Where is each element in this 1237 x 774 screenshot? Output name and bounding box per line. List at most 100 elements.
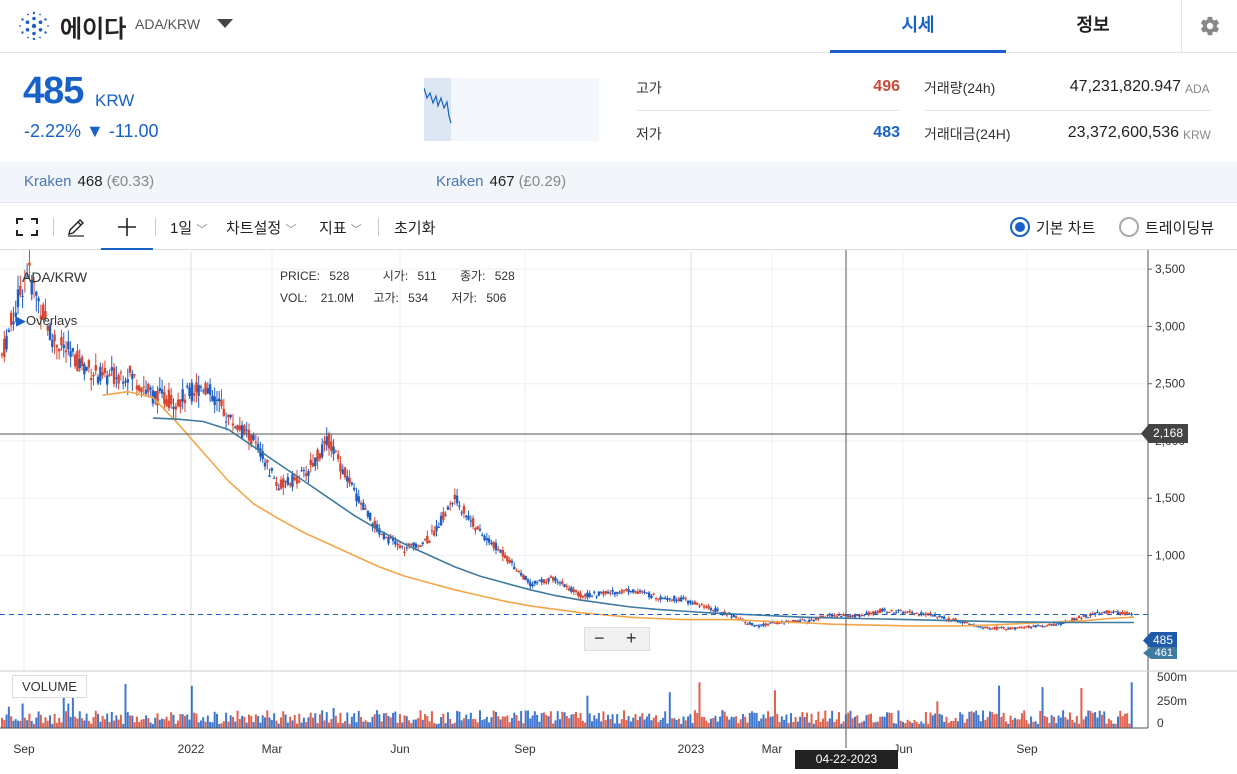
- turnover-unit: KRW: [1183, 128, 1211, 142]
- volume-bar: [1030, 716, 1033, 728]
- x-tick-label: Mar: [262, 742, 283, 756]
- candle-body: [138, 385, 141, 391]
- play-icon: ▶: [16, 313, 26, 328]
- volume-bar: [558, 719, 561, 728]
- chevron-down-icon: ﹀: [350, 224, 362, 236]
- settings-button[interactable]: [1181, 0, 1237, 53]
- volume-bar: [53, 713, 56, 728]
- volume-bar: [883, 716, 886, 728]
- tab-info[interactable]: 정보: [1076, 15, 1110, 35]
- crosshair-tool-button[interactable]: [101, 204, 153, 250]
- tradingview-radio[interactable]: [1119, 217, 1139, 237]
- volume-bar: [1105, 723, 1108, 728]
- volume-bar: [856, 715, 859, 728]
- y-tick-label: 1,500: [1155, 491, 1185, 505]
- chart-toolbar: 1일 ﹀ 차트설정 ﹀ 지표 ﹀ 초기화 기본 차트 트레이딩뷰: [0, 204, 1237, 250]
- zoom-out-button[interactable]: −: [594, 628, 605, 648]
- candle-body: [908, 611, 912, 613]
- chart-settings-dropdown[interactable]: 차트설정 ﹀: [226, 217, 296, 238]
- price-chart-canvas[interactable]: 3,5003,0002,5002,0001,5001,000Sep2022Mar…: [0, 247, 1237, 769]
- price-chart[interactable]: 3,5003,0002,5002,0001,5001,000Sep2022Mar…: [0, 247, 1237, 769]
- reset-button[interactable]: 초기화: [394, 220, 436, 237]
- candle-body: [691, 602, 694, 605]
- candle-body: [995, 627, 998, 630]
- candle-body: [220, 399, 223, 407]
- volume-bar: [1062, 710, 1065, 728]
- candle-body: [588, 593, 591, 597]
- candle-body: [126, 379, 129, 383]
- pencil-icon[interactable]: [66, 217, 86, 237]
- volume-bar: [552, 723, 555, 728]
- candle-body: [782, 622, 786, 624]
- exchange-price-gbp[interactable]: Kraken 467 (£0.29): [436, 173, 566, 190]
- candle-body: [410, 543, 413, 545]
- candle-body: [352, 487, 356, 490]
- indicators-dropdown[interactable]: 지표 ﹀: [319, 217, 362, 238]
- candle-body: [259, 448, 262, 457]
- candle-body: [1123, 612, 1127, 615]
- volume-bar: [238, 719, 241, 728]
- candle-body: [41, 304, 45, 320]
- volume-bar: [412, 719, 415, 728]
- volume-bar: [206, 715, 209, 728]
- volume-bar: [1110, 720, 1113, 728]
- volume-bar: [952, 720, 955, 728]
- candle-body: [469, 520, 473, 522]
- zoom-in-button[interactable]: +: [626, 628, 637, 648]
- volume-bar: [204, 721, 207, 728]
- volume-bar: [254, 714, 257, 728]
- volume-bar: [83, 720, 86, 728]
- moving-average-long-line: [152, 417, 1134, 624]
- volume-bar: [186, 714, 189, 728]
- volume-bar: [954, 717, 957, 728]
- candle-body: [87, 360, 91, 368]
- candle-body: [762, 623, 765, 626]
- coin-pair: ADA/KRW: [135, 16, 201, 32]
- volume-bar: [890, 713, 893, 728]
- candle-body: [167, 389, 171, 409]
- volume-bar: [719, 716, 722, 728]
- exchange-price-eur[interactable]: Kraken 468 (€0.33): [24, 173, 154, 190]
- candle-body: [46, 325, 49, 331]
- basic-chart-radio[interactable]: [1010, 217, 1030, 237]
- volume-bar: [1059, 717, 1062, 728]
- volume-bar: [618, 723, 621, 728]
- volume-bar: [595, 718, 598, 728]
- candle-body: [936, 616, 939, 618]
- volume-bar: [10, 716, 13, 728]
- volume-bar: [273, 713, 276, 728]
- candle-body: [1077, 615, 1081, 619]
- candle-body: [465, 515, 468, 518]
- candle-body: [702, 605, 706, 608]
- fullscreen-icon[interactable]: [16, 218, 38, 236]
- volume-bar: [945, 716, 948, 728]
- candle-body: [105, 375, 109, 385]
- candle-body: [968, 623, 971, 625]
- volume-bar: [1103, 711, 1106, 728]
- volume-bar: [911, 722, 914, 728]
- candle-body: [766, 624, 770, 626]
- volume-bar: [629, 721, 632, 728]
- overlays-toggle[interactable]: ▶Overlays: [16, 313, 77, 329]
- volume-bar: [1123, 713, 1126, 728]
- volume-bar: [1023, 710, 1026, 728]
- candle-body: [364, 508, 367, 510]
- volume-bar: [828, 718, 831, 728]
- candle-body: [256, 443, 260, 450]
- candle-body: [350, 482, 354, 485]
- candle-body: [904, 611, 907, 613]
- volume-bar: [245, 722, 248, 728]
- volume-bar: [533, 711, 536, 728]
- volume-bar: [1007, 723, 1010, 728]
- volume-bar: [99, 721, 102, 728]
- candle-body: [462, 506, 466, 514]
- tab-price[interactable]: 시세: [830, 0, 1006, 53]
- coin-select-chevron-down-icon[interactable]: [217, 19, 233, 28]
- volume-unit: ADA: [1185, 82, 1210, 96]
- volume-bar: [446, 712, 449, 728]
- interval-dropdown[interactable]: 1일 ﹀: [170, 217, 207, 238]
- basic-chart-label[interactable]: 기본 차트: [1036, 220, 1096, 237]
- volume-bar: [508, 722, 511, 728]
- tradingview-label[interactable]: 트레이딩뷰: [1145, 220, 1215, 237]
- volume-bar: [103, 719, 106, 728]
